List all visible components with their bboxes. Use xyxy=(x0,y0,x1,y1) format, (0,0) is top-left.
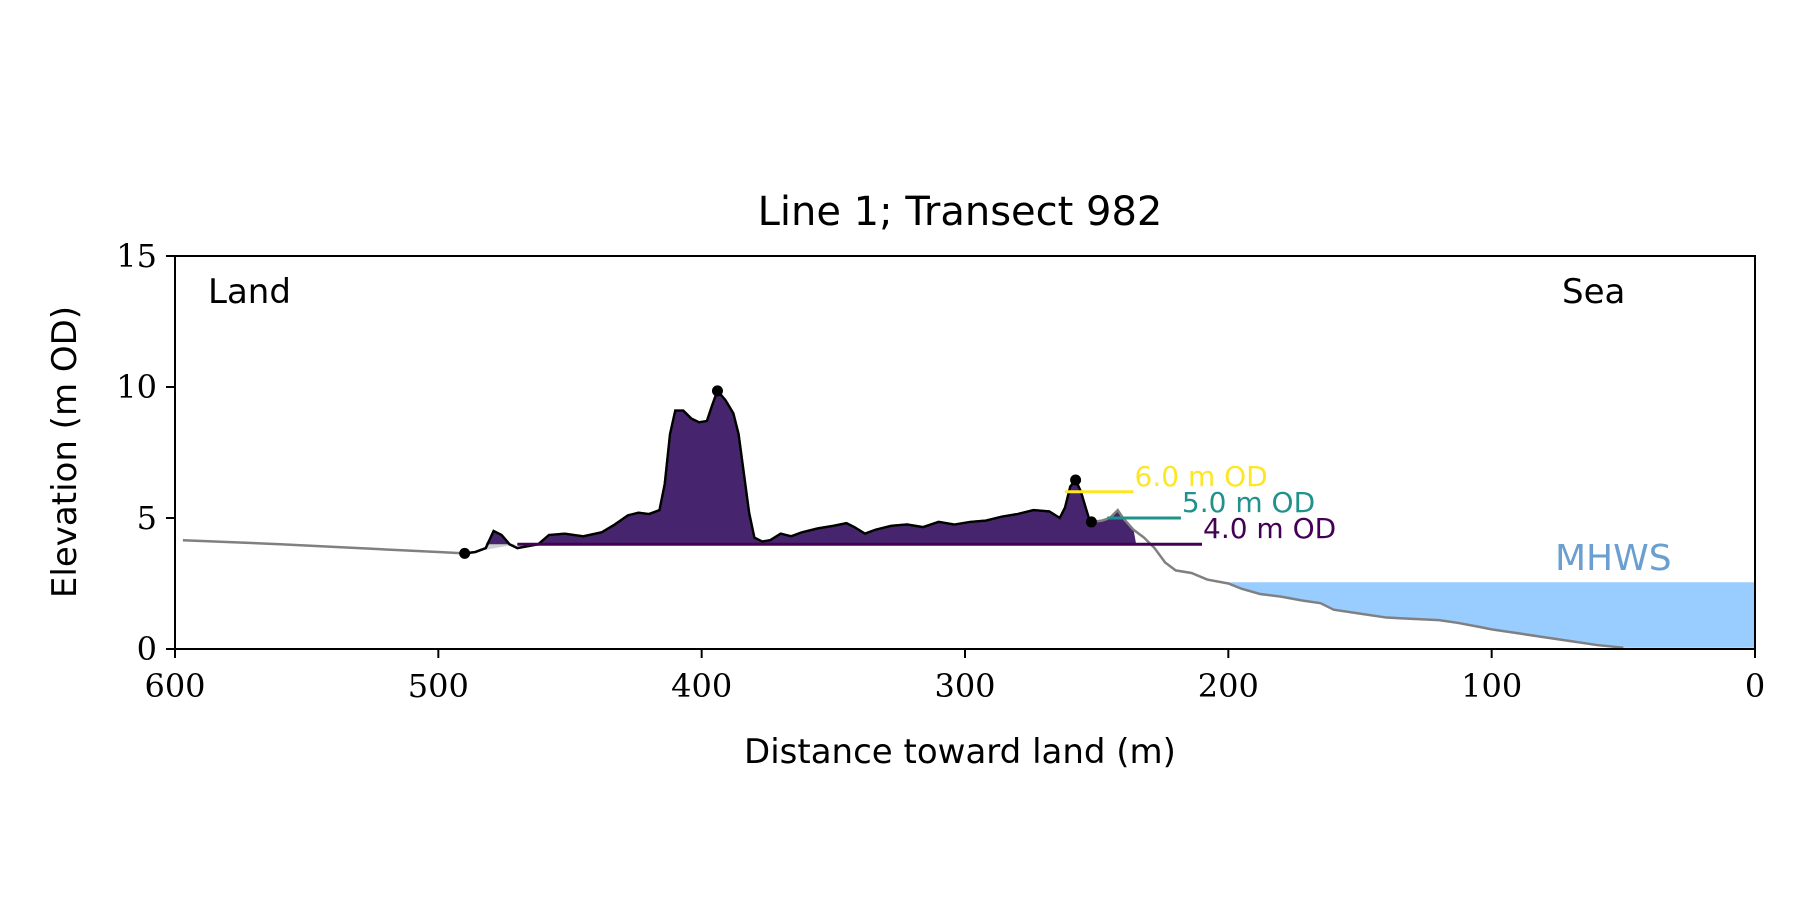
y-axis-label: Elevation (m OD) xyxy=(45,306,85,598)
y-tick-label-1: 5 xyxy=(137,499,157,537)
x-tick-label-4: 200 xyxy=(1198,667,1259,705)
crest-marker-3 xyxy=(1085,516,1097,528)
x-tick-label-3: 300 xyxy=(934,667,995,705)
x-tick-label-0: 600 xyxy=(144,667,205,705)
mhws-label: MHWS xyxy=(1555,538,1672,579)
sea-label: Sea xyxy=(1562,272,1625,312)
crest-marker-2 xyxy=(1070,474,1082,486)
dune-outline-line xyxy=(464,388,1093,555)
x-axis-label: Distance toward land (m) xyxy=(744,732,1176,772)
mhws-water-area xyxy=(1228,582,1755,648)
land-label: Land xyxy=(208,272,291,312)
y-tick-label-2: 10 xyxy=(116,368,157,406)
x-tick-label-6: 0 xyxy=(1745,667,1765,705)
plot-area: 6.0 m OD5.0 m OD4.0 m OD xyxy=(182,385,1755,649)
level-label-1: 5.0 m OD xyxy=(1182,486,1315,519)
x-tick-label-1: 500 xyxy=(408,667,469,705)
crest-marker-1 xyxy=(711,385,723,397)
level-label-2: 4.0 m OD xyxy=(1203,512,1336,545)
y-tick-label-0: 0 xyxy=(137,630,157,668)
y-tick-label-3: 15 xyxy=(116,237,157,275)
crest-marker-0 xyxy=(459,547,471,559)
axis-ticks: 600 500 400 300 200 100 0 0 5 10 15 xyxy=(116,237,1765,705)
x-tick-label-5: 100 xyxy=(1461,667,1522,705)
chart-title: Line 1; Transect 982 xyxy=(758,189,1163,235)
level-label-0: 6.0 m OD xyxy=(1135,460,1268,493)
x-tick-label-2: 400 xyxy=(671,667,732,705)
dune-volume-area xyxy=(464,390,1137,545)
